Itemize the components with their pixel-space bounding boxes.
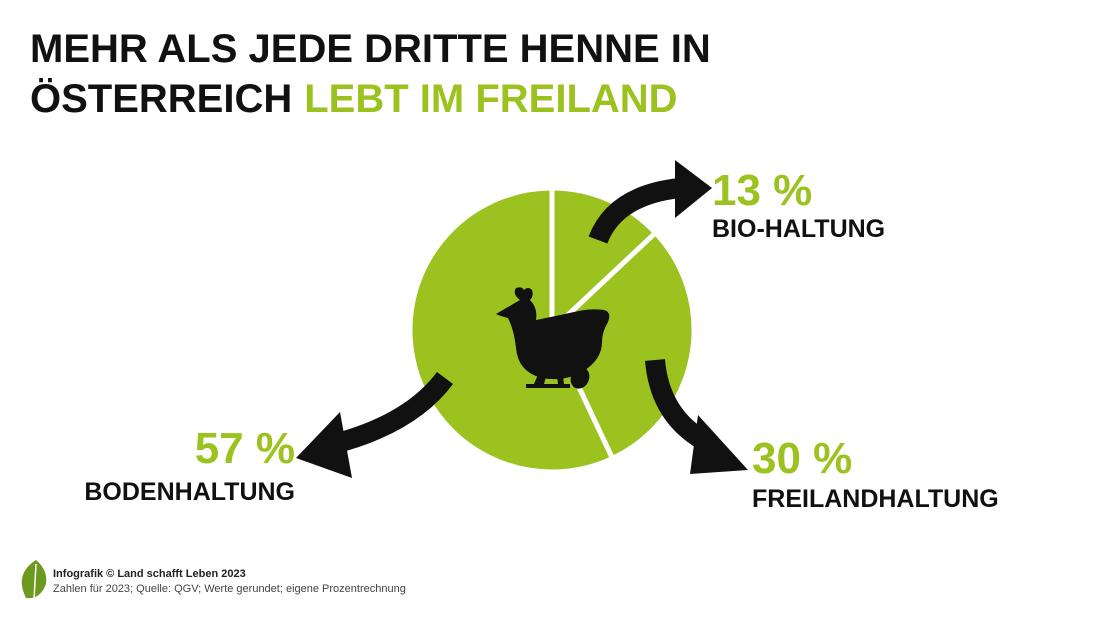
hen-icon (496, 287, 610, 389)
footer-source: Zahlen für 2023; Quelle: QGV; Werte geru… (53, 583, 406, 595)
arrow-head (690, 415, 748, 474)
logo (21, 560, 47, 601)
value-label: 57 % (195, 424, 295, 473)
title-line: ÖSTERREICH LEBT IM FREILAND (30, 76, 678, 121)
category-label: BIO-HALTUNG (712, 215, 885, 243)
title-line: MEHR ALS JEDE DRITTE HENNE IN (30, 27, 711, 71)
category-label: FREILANDHALTUNG (752, 485, 999, 513)
value-label: 13 % (712, 166, 812, 215)
footer-credit: Infografik © Land schafft Leben 2023 (53, 568, 246, 580)
arrow-head (296, 412, 352, 478)
arrow-head (675, 160, 712, 218)
arrow (327, 371, 454, 455)
pie-slice (549, 185, 660, 336)
title-highlight: LEBT IM FREILAND (304, 77, 677, 121)
arrow (588, 178, 682, 244)
arrow-heads (296, 160, 748, 478)
category-label: BODENHALTUNG (84, 478, 295, 506)
title-part: ÖSTERREICH (30, 76, 292, 121)
value-label: 30 % (752, 434, 852, 483)
pie-slice (407, 185, 616, 475)
